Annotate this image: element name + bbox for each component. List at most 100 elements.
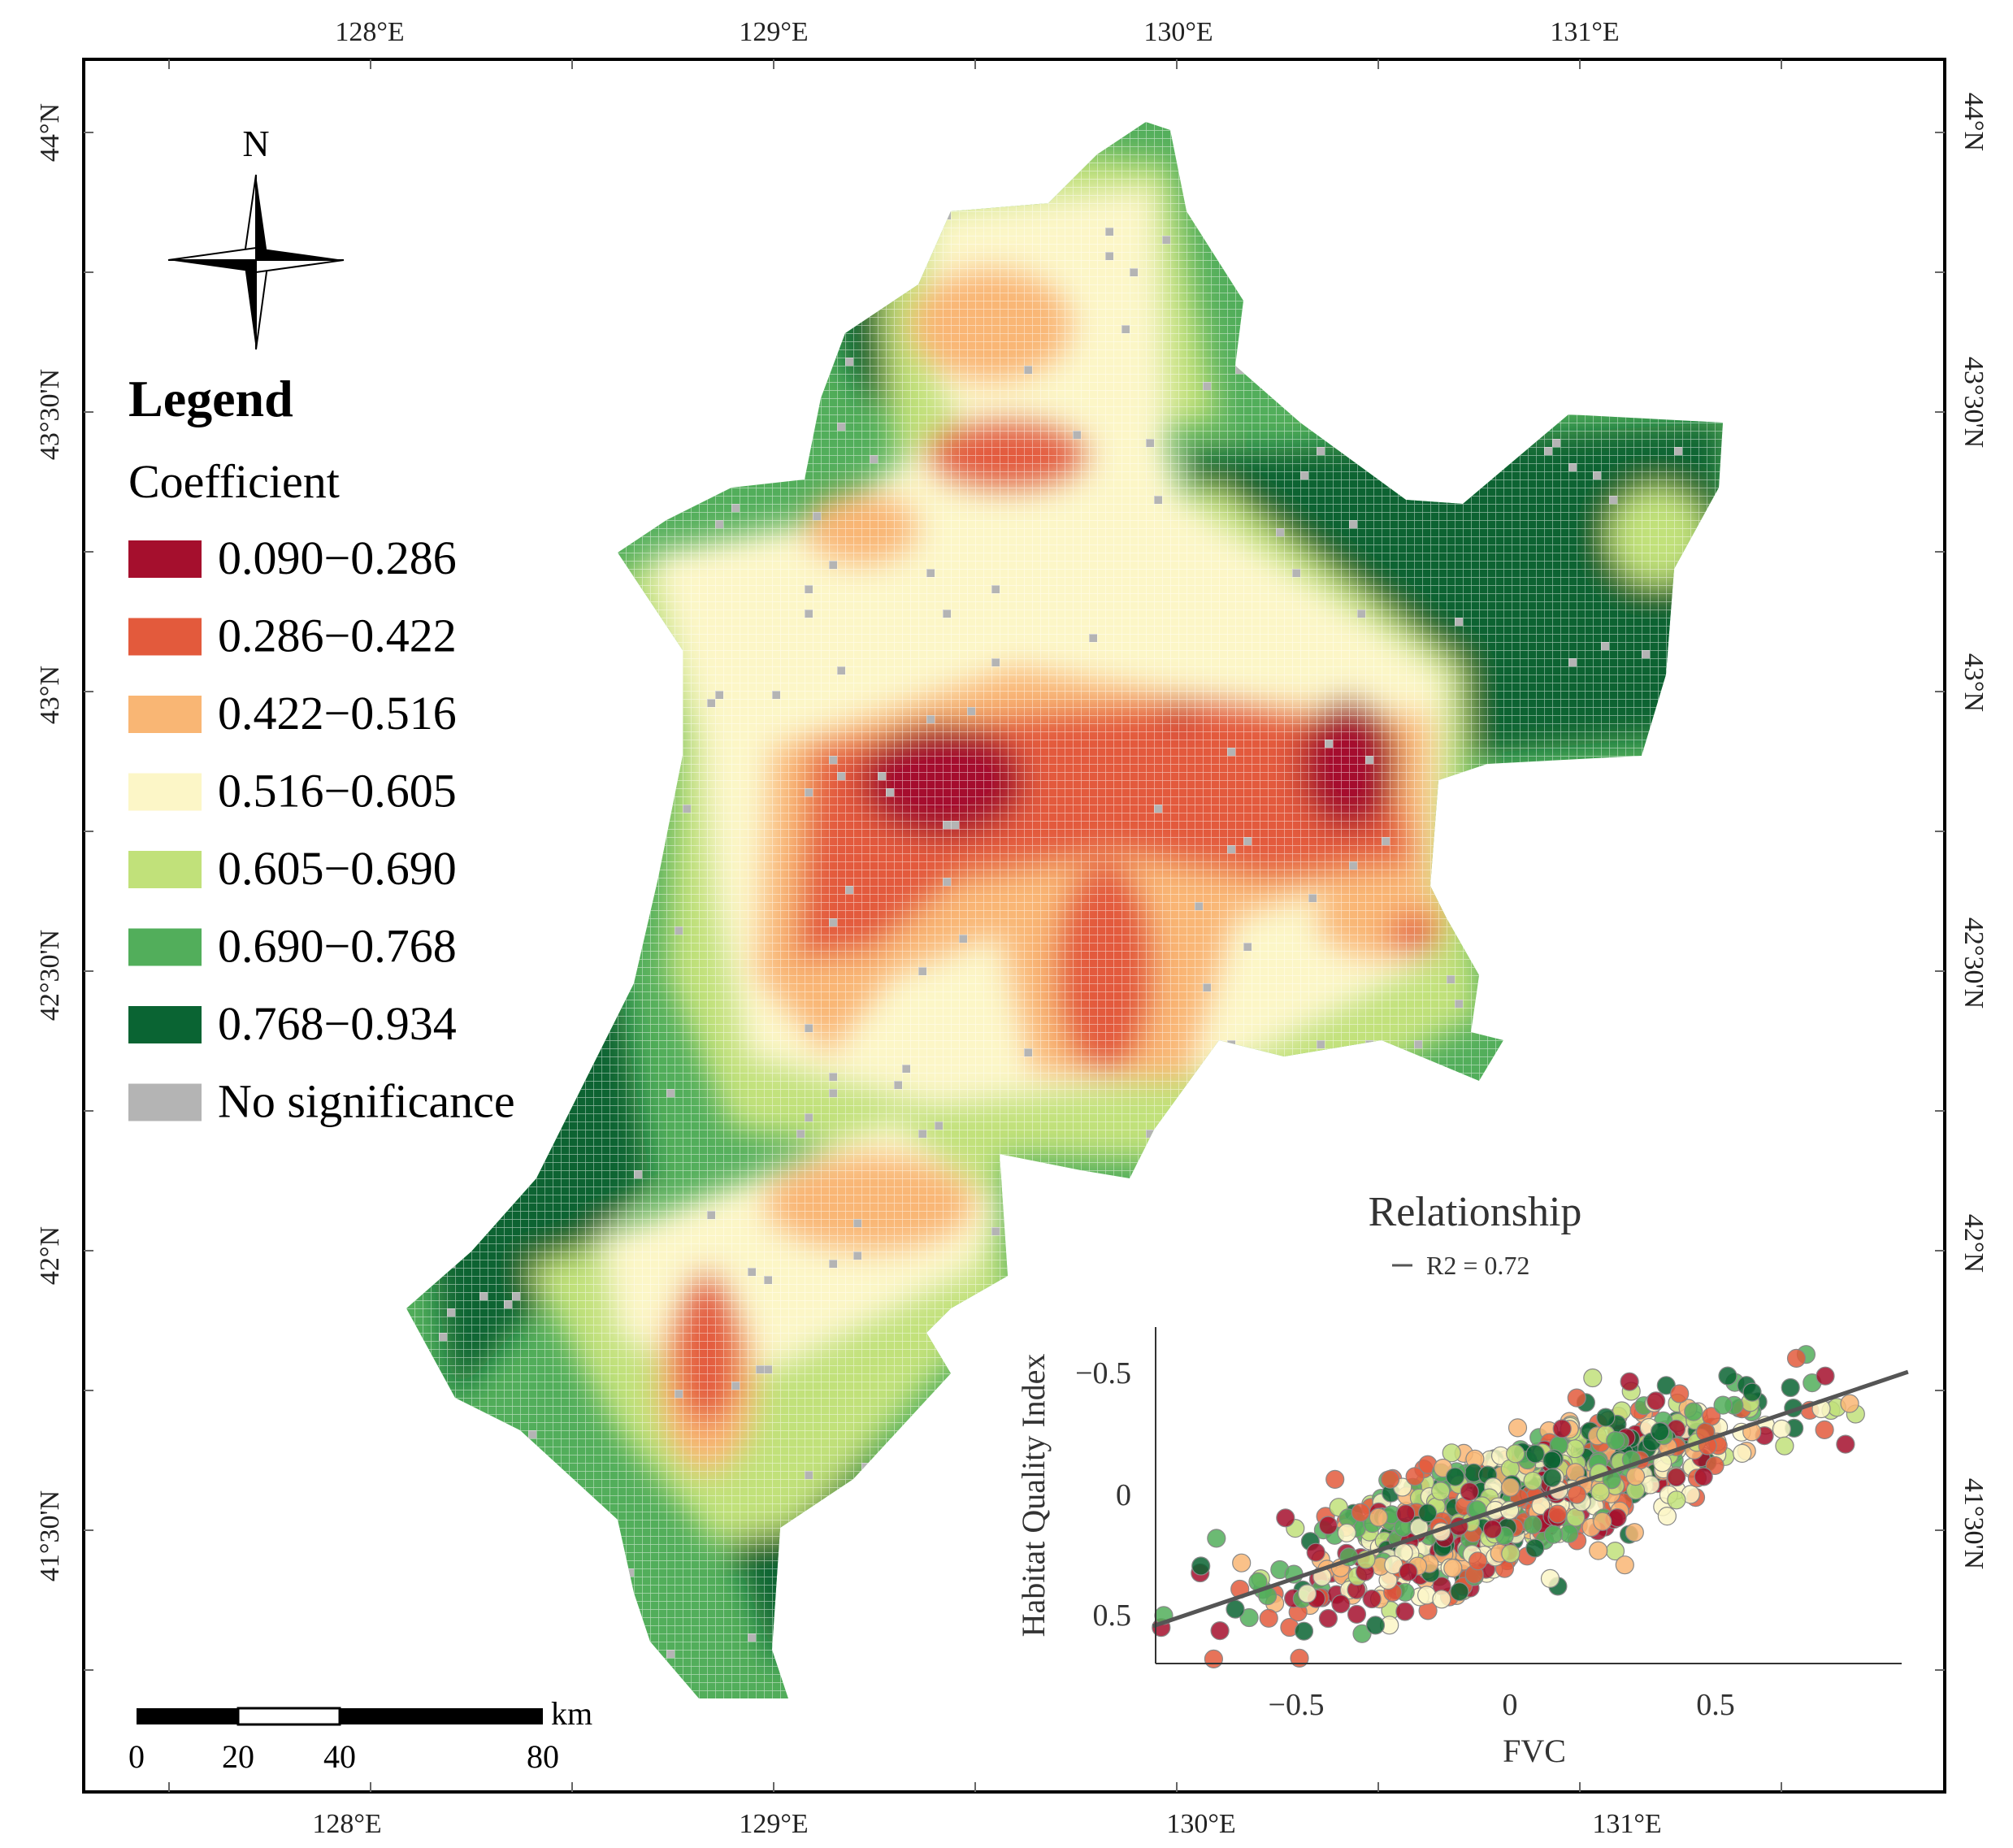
graticule-ticks bbox=[84, 59, 1945, 1792]
scatter-point bbox=[1445, 1467, 1465, 1486]
scatter-point bbox=[1431, 1481, 1451, 1501]
scatter-point bbox=[1525, 1444, 1545, 1464]
legend-item-label: 0.768−0.934 bbox=[218, 997, 457, 1050]
scatter-point bbox=[1525, 1538, 1545, 1558]
scatter-point bbox=[1565, 1439, 1585, 1459]
scatter-point bbox=[1337, 1523, 1356, 1542]
lon-label: 128°E bbox=[312, 1809, 381, 1839]
legend-swatch bbox=[128, 1083, 202, 1121]
lon-label: 130°E bbox=[1143, 17, 1213, 47]
scatter-point bbox=[1713, 1395, 1733, 1415]
scatter-point bbox=[1500, 1477, 1521, 1497]
scatter-point bbox=[1405, 1467, 1425, 1486]
scatter-point bbox=[1501, 1544, 1521, 1564]
scatter-point bbox=[1620, 1372, 1639, 1391]
scatter-point bbox=[1352, 1624, 1372, 1643]
legend-swatch bbox=[128, 618, 202, 656]
scatter-point bbox=[1589, 1541, 1608, 1560]
scatter-point bbox=[1815, 1420, 1834, 1440]
scatter-point bbox=[1593, 1512, 1612, 1531]
scatter-point bbox=[1733, 1443, 1752, 1464]
scatter-point bbox=[1191, 1556, 1211, 1576]
x-tick-label: 0.5 bbox=[1696, 1688, 1735, 1722]
lat-label: 43°N bbox=[1959, 653, 1989, 712]
scatter-point bbox=[1786, 1348, 1807, 1369]
scatter-point bbox=[1772, 1419, 1791, 1439]
lon-label: 131°E bbox=[1550, 17, 1619, 47]
scatter-point bbox=[1294, 1621, 1314, 1641]
scatter-point bbox=[1347, 1604, 1367, 1625]
legend-subtitle: Coefficient bbox=[128, 455, 340, 508]
scatter-point bbox=[1396, 1504, 1416, 1524]
scale-tick-label: 80 bbox=[527, 1738, 559, 1775]
lat-label: 42°N bbox=[1959, 1214, 1989, 1273]
lon-label: 128°E bbox=[335, 17, 404, 47]
scatter-point bbox=[1775, 1436, 1794, 1455]
scatter-point bbox=[1508, 1418, 1528, 1438]
scatter-point bbox=[1399, 1562, 1418, 1581]
legend-item-label: 0.605−0.690 bbox=[218, 842, 457, 895]
lon-label: 131°E bbox=[1592, 1809, 1661, 1839]
scale-tick-label: 20 bbox=[222, 1738, 254, 1775]
scatter-point bbox=[1742, 1382, 1762, 1402]
scatter-point bbox=[1816, 1366, 1835, 1386]
scatter-point bbox=[1542, 1468, 1562, 1488]
scale-tick-label: 0 bbox=[128, 1738, 145, 1775]
legend-title: Legend bbox=[128, 370, 293, 427]
scale-unit: km bbox=[551, 1695, 592, 1732]
scatter-point bbox=[1542, 1451, 1562, 1470]
scatter-point bbox=[1650, 1421, 1670, 1442]
scatter-point bbox=[1657, 1506, 1677, 1526]
north-arrow: N bbox=[167, 123, 345, 350]
lat-label: 44°N bbox=[35, 103, 65, 162]
scatter-point bbox=[1259, 1608, 1278, 1628]
scatter-point bbox=[1543, 1525, 1564, 1544]
scatter-point bbox=[1351, 1503, 1370, 1522]
lat-label: 42°30'N bbox=[35, 930, 65, 1021]
scatter-point bbox=[1523, 1471, 1542, 1490]
scatter-point bbox=[1705, 1455, 1724, 1476]
legend: Legend Coefficient 0.090−0.286 0.286−0.42… bbox=[128, 370, 515, 1128]
scatter-point bbox=[1583, 1368, 1603, 1388]
scatter-point bbox=[1290, 1648, 1309, 1668]
fit-legend-label: R2 = 0.72 bbox=[1426, 1251, 1529, 1280]
scatter-point bbox=[1606, 1430, 1625, 1451]
x-tick-label: −0.5 bbox=[1269, 1688, 1325, 1722]
scatter-point bbox=[1667, 1490, 1686, 1510]
scatter-point bbox=[1210, 1620, 1230, 1641]
legend-swatch bbox=[128, 1006, 202, 1043]
scatter-point bbox=[1362, 1589, 1382, 1609]
legend-item-label: 0.286−0.422 bbox=[218, 609, 457, 662]
scatter-point bbox=[1552, 1419, 1572, 1438]
scatter-point bbox=[1482, 1520, 1503, 1539]
scatter-point bbox=[1232, 1553, 1252, 1573]
scatter-point bbox=[1567, 1388, 1586, 1408]
legend-swatch bbox=[128, 696, 202, 733]
legend-item-label: No significance bbox=[218, 1075, 515, 1128]
scatter-point bbox=[1468, 1551, 1488, 1571]
scatter-point bbox=[1450, 1581, 1469, 1602]
lat-label: 43°30'N bbox=[1959, 357, 1989, 448]
scale-bar: km 0 20 40 80 bbox=[128, 1695, 592, 1775]
scatter-point bbox=[1204, 1649, 1224, 1669]
scatter-points bbox=[1152, 1345, 1865, 1669]
lat-label: 43°N bbox=[35, 666, 65, 724]
fit-line bbox=[1152, 1369, 1909, 1629]
lat-label: 41°30'N bbox=[1959, 1478, 1989, 1569]
scatter-point bbox=[1667, 1468, 1686, 1487]
scatter-point bbox=[1625, 1466, 1646, 1486]
scatter-point bbox=[1331, 1594, 1351, 1614]
scatter-point bbox=[1506, 1444, 1525, 1464]
north-label: N bbox=[242, 123, 269, 164]
scatter-point bbox=[1523, 1515, 1542, 1535]
scatter-point bbox=[1567, 1485, 1586, 1504]
y-tick-label: −0.5 bbox=[1075, 1356, 1131, 1390]
scatter-point bbox=[1442, 1443, 1461, 1463]
lat-label: 42°N bbox=[35, 1226, 65, 1285]
lat-label: 43°30'N bbox=[35, 369, 65, 460]
scatter-point bbox=[1460, 1481, 1479, 1502]
lat-label: 41°30'N bbox=[35, 1490, 65, 1581]
scatter-point bbox=[1297, 1584, 1317, 1603]
legend-item-label: 0.090−0.286 bbox=[218, 531, 457, 584]
scatter-point bbox=[1306, 1542, 1325, 1562]
